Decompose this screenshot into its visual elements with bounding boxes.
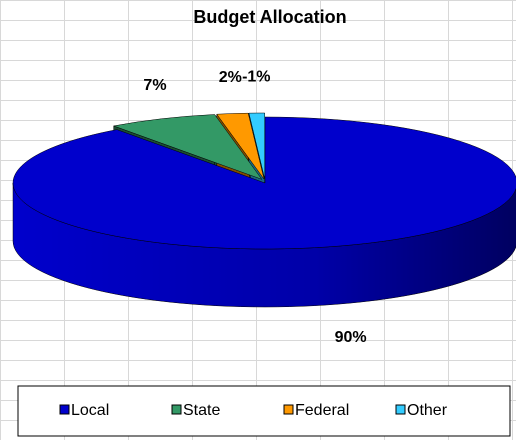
data-label: 90% (335, 329, 367, 346)
data-label: 2% (219, 69, 242, 86)
legend-label: Local (71, 402, 109, 419)
legend-swatch (395, 404, 406, 415)
chart-title: Budget Allocation (193, 7, 346, 27)
legend-box (17, 385, 511, 437)
slice (216, 112, 265, 180)
legend-swatch (171, 404, 182, 415)
slice (112, 114, 263, 180)
legend-label: Federal (295, 402, 349, 419)
slice (248, 112, 265, 180)
slice (12, 116, 516, 250)
legend-swatch (283, 404, 294, 415)
data-label: -1% (242, 68, 270, 85)
legend-label: State (183, 402, 220, 419)
legend-label: Other (407, 402, 448, 419)
legend-swatch (59, 404, 70, 415)
data-label: 7% (143, 77, 166, 94)
